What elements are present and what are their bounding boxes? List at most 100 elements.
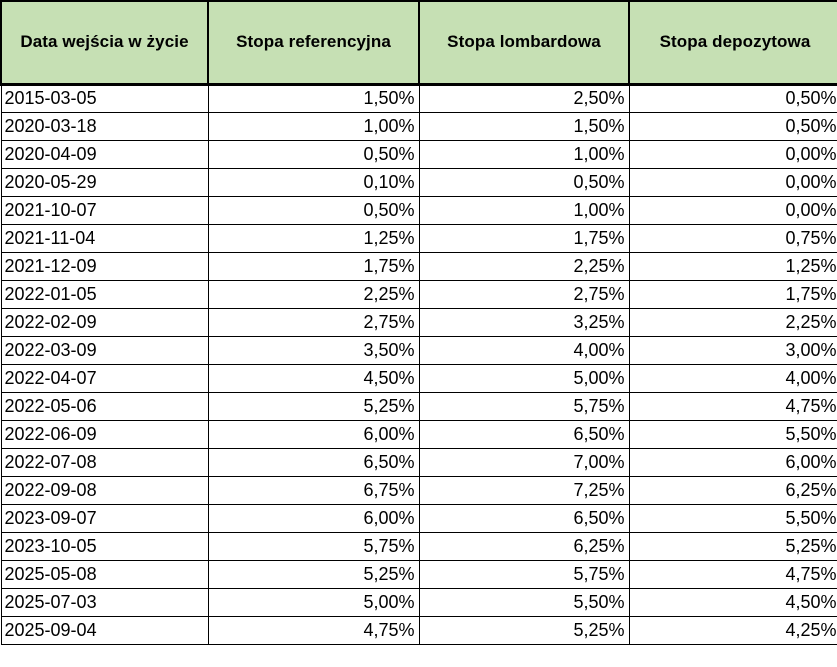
cell-rate-value[interactable]: 1,75%	[207, 251, 420, 281]
cell-effective-date[interactable]: 2022-06-09	[0, 419, 209, 449]
table-row: 2020-03-18 1,00% 1,50% 0,50%	[0, 111, 837, 141]
cell-rate-value[interactable]: 6,50%	[207, 447, 420, 477]
cell-effective-date[interactable]: 2022-03-09	[0, 335, 209, 365]
cell-rate-value[interactable]: 2,75%	[418, 279, 630, 309]
cell-rate-value[interactable]: 4,50%	[628, 587, 837, 617]
table-row: 2020-04-09 0,50% 1,00% 0,00%	[0, 139, 837, 169]
cell-rate-value[interactable]: 4,75%	[207, 615, 420, 645]
cell-effective-date[interactable]: 2025-05-08	[0, 559, 209, 589]
cell-effective-date[interactable]: 2025-09-04	[0, 615, 209, 645]
cell-rate-value[interactable]: 5,50%	[628, 419, 837, 449]
column-header-deposit-rate[interactable]: Stopa depozytowa	[628, 0, 837, 86]
table-row: 2022-09-08 6,75% 7,25% 6,25%	[0, 475, 837, 505]
cell-rate-value[interactable]: 5,25%	[418, 615, 630, 645]
cell-rate-value[interactable]: 5,75%	[207, 531, 420, 561]
table-row: 2015-03-05 1,50% 2,50% 0,50%	[0, 83, 837, 113]
cell-rate-value[interactable]: 5,75%	[418, 559, 630, 589]
table-row: 2020-05-29 0,10% 0,50% 0,00%	[0, 167, 837, 197]
cell-rate-value[interactable]: 1,00%	[418, 139, 630, 169]
cell-effective-date[interactable]: 2021-11-04	[0, 223, 209, 253]
cell-effective-date[interactable]: 2021-10-07	[0, 195, 209, 225]
cell-rate-value[interactable]: 0,00%	[628, 139, 837, 169]
cell-effective-date[interactable]: 2022-04-07	[0, 363, 209, 393]
cell-effective-date[interactable]: 2015-03-05	[0, 83, 209, 113]
cell-rate-value[interactable]: 5,75%	[418, 391, 630, 421]
cell-rate-value[interactable]: 1,75%	[418, 223, 630, 253]
cell-rate-value[interactable]: 4,75%	[628, 559, 837, 589]
cell-rate-value[interactable]: 7,25%	[418, 475, 630, 505]
cell-rate-value[interactable]: 6,25%	[628, 475, 837, 505]
table-row: 2021-10-07 0,50% 1,00% 0,00%	[0, 195, 837, 225]
cell-rate-value[interactable]: 4,00%	[418, 335, 630, 365]
cell-rate-value[interactable]: 1,00%	[207, 111, 420, 141]
cell-effective-date[interactable]: 2020-05-29	[0, 167, 209, 197]
cell-rate-value[interactable]: 0,50%	[418, 167, 630, 197]
table-row: 2022-04-07 4,50% 5,00% 4,00%	[0, 363, 837, 393]
cell-rate-value[interactable]: 1,00%	[418, 195, 630, 225]
cell-rate-value[interactable]: 0,00%	[628, 195, 837, 225]
cell-rate-value[interactable]: 0,00%	[628, 167, 837, 197]
column-header-effective-date[interactable]: Data wejścia w życie	[0, 0, 209, 86]
cell-effective-date[interactable]: 2021-12-09	[0, 251, 209, 281]
cell-rate-value[interactable]: 6,00%	[207, 419, 420, 449]
cell-rate-value[interactable]: 3,50%	[207, 335, 420, 365]
table-row: 2022-07-08 6,50% 7,00% 6,00%	[0, 447, 837, 477]
cell-rate-value[interactable]: 6,25%	[418, 531, 630, 561]
cell-rate-value[interactable]: 5,00%	[418, 363, 630, 393]
cell-effective-date[interactable]: 2025-07-03	[0, 587, 209, 617]
cell-rate-value[interactable]: 0,75%	[628, 223, 837, 253]
cell-rate-value[interactable]: 2,25%	[418, 251, 630, 281]
cell-rate-value[interactable]: 7,00%	[418, 447, 630, 477]
table-row: 2023-09-07 6,00% 6,50% 5,50%	[0, 503, 837, 533]
cell-rate-value[interactable]: 5,50%	[628, 503, 837, 533]
cell-rate-value[interactable]: 1,50%	[418, 111, 630, 141]
cell-rate-value[interactable]: 1,25%	[628, 251, 837, 281]
cell-rate-value[interactable]: 2,75%	[207, 307, 420, 337]
cell-rate-value[interactable]: 6,00%	[207, 503, 420, 533]
cell-rate-value[interactable]: 1,25%	[207, 223, 420, 253]
cell-rate-value[interactable]: 5,25%	[207, 391, 420, 421]
cell-effective-date[interactable]: 2022-09-08	[0, 475, 209, 505]
table-row: 2025-09-04 4,75% 5,25% 4,25%	[0, 615, 837, 645]
cell-rate-value[interactable]: 5,25%	[628, 531, 837, 561]
cell-rate-value[interactable]: 1,75%	[628, 279, 837, 309]
table-row: 2025-05-08 5,25% 5,75% 4,75%	[0, 559, 837, 589]
table-row: 2023-10-05 5,75% 6,25% 5,25%	[0, 531, 837, 561]
cell-effective-date[interactable]: 2023-10-05	[0, 531, 209, 561]
cell-effective-date[interactable]: 2022-05-06	[0, 391, 209, 421]
cell-effective-date[interactable]: 2020-03-18	[0, 111, 209, 141]
table-row: 2022-05-06 5,25% 5,75% 4,75%	[0, 391, 837, 421]
cell-rate-value[interactable]: 1,50%	[207, 83, 420, 113]
cell-effective-date[interactable]: 2022-02-09	[0, 307, 209, 337]
cell-rate-value[interactable]: 0,50%	[628, 111, 837, 141]
cell-rate-value[interactable]: 5,00%	[207, 587, 420, 617]
cell-rate-value[interactable]: 5,25%	[207, 559, 420, 589]
cell-rate-value[interactable]: 2,25%	[207, 279, 420, 309]
cell-rate-value[interactable]: 2,50%	[418, 83, 630, 113]
cell-effective-date[interactable]: 2022-07-08	[0, 447, 209, 477]
cell-rate-value[interactable]: 4,25%	[628, 615, 837, 645]
cell-rate-value[interactable]: 0,50%	[207, 195, 420, 225]
cell-rate-value[interactable]: 4,00%	[628, 363, 837, 393]
cell-rate-value[interactable]: 0,50%	[207, 139, 420, 169]
table-row: 2022-03-09 3,50% 4,00% 3,00%	[0, 335, 837, 365]
cell-rate-value[interactable]: 3,00%	[628, 335, 837, 365]
cell-rate-value[interactable]: 6,75%	[207, 475, 420, 505]
cell-effective-date[interactable]: 2023-09-07	[0, 503, 209, 533]
cell-rate-value[interactable]: 6,50%	[418, 503, 630, 533]
cell-rate-value[interactable]: 2,25%	[628, 307, 837, 337]
cell-rate-value[interactable]: 6,50%	[418, 419, 630, 449]
cell-rate-value[interactable]: 5,50%	[418, 587, 630, 617]
cell-rate-value[interactable]: 4,75%	[628, 391, 837, 421]
cell-rate-value[interactable]: 0,50%	[628, 83, 837, 113]
cell-effective-date[interactable]: 2022-01-05	[0, 279, 209, 309]
column-header-reference-rate[interactable]: Stopa referencyjna	[207, 0, 420, 86]
cell-effective-date[interactable]: 2020-04-09	[0, 139, 209, 169]
cell-rate-value[interactable]: 3,25%	[418, 307, 630, 337]
table-body: 2015-03-05 1,50% 2,50% 0,50% 2020-03-18 1,00%…	[0, 83, 837, 645]
cell-rate-value[interactable]: 6,00%	[628, 447, 837, 477]
cell-rate-value[interactable]: 4,50%	[207, 363, 420, 393]
cell-rate-value[interactable]: 0,10%	[207, 167, 420, 197]
column-header-lombard-rate[interactable]: Stopa lombardowa	[418, 0, 630, 86]
